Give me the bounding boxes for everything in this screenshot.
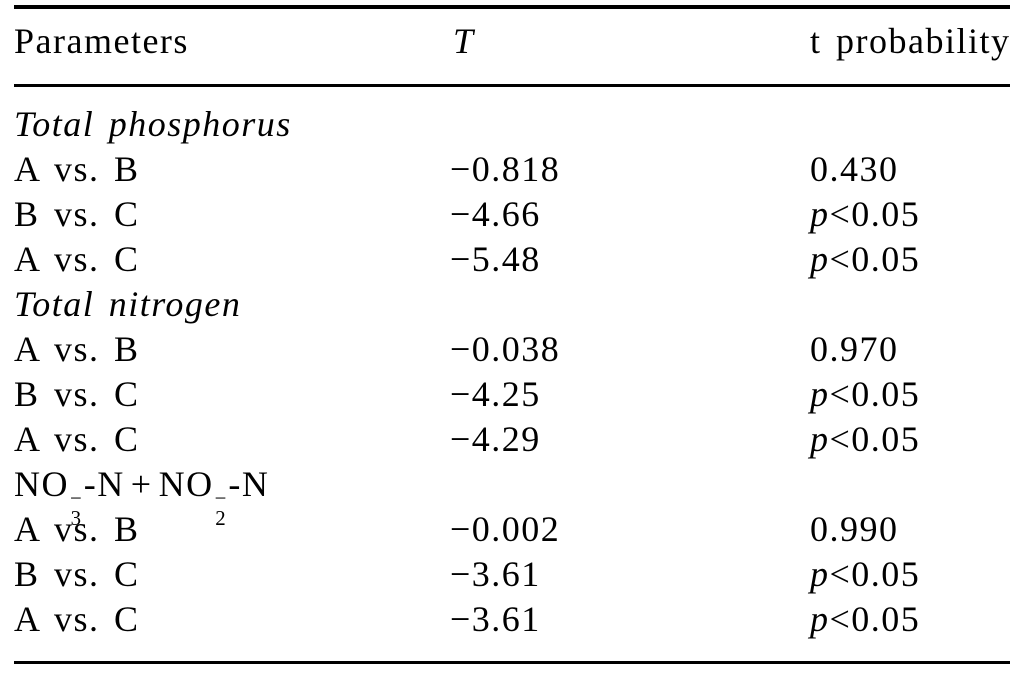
formula-group: -N bbox=[228, 464, 270, 504]
t-value-cell: −4.29 bbox=[450, 419, 541, 459]
table-row: A vs. C −4.29 p<0.05 bbox=[0, 417, 1020, 462]
header-t-probability: t probability bbox=[810, 21, 1011, 61]
probability-cell: p<0.05 bbox=[810, 192, 920, 237]
formula-group: NO bbox=[158, 464, 214, 504]
probability-cell: p<0.05 bbox=[810, 597, 920, 642]
table-header-row: Parameters T t probability bbox=[0, 21, 1020, 61]
param-cell: A vs. B bbox=[14, 509, 140, 549]
param-cell: B vs. C bbox=[14, 554, 140, 594]
param-cell: A vs. B bbox=[14, 329, 140, 369]
probability-cell: p<0.05 bbox=[810, 417, 920, 462]
param-cell: A vs. C bbox=[14, 599, 140, 639]
t-value-cell: −4.66 bbox=[450, 194, 541, 234]
t-value-cell: −3.61 bbox=[450, 554, 541, 594]
header-parameters: Parameters bbox=[14, 21, 189, 61]
t-value-cell: −4.25 bbox=[450, 374, 541, 414]
p-symbol: p bbox=[810, 419, 830, 459]
section-row-chemical: NO −3 -N + NO −2 -N bbox=[0, 462, 1020, 528]
table-row: B vs. C −4.66 p<0.05 bbox=[0, 192, 1020, 237]
probability-cell: p<0.05 bbox=[810, 237, 920, 282]
probability-cell: 0.990 bbox=[810, 507, 899, 552]
p-symbol: p bbox=[810, 194, 830, 234]
superscript-minus: − bbox=[70, 485, 82, 510]
probability-value: <0.05 bbox=[829, 554, 921, 594]
table-top-rule bbox=[14, 5, 1010, 9]
param-cell: A vs. C bbox=[14, 419, 140, 459]
superscript-minus: − bbox=[214, 485, 227, 510]
probability-value: <0.05 bbox=[829, 239, 921, 279]
p-symbol: p bbox=[810, 374, 830, 414]
param-cell: A vs. C bbox=[14, 239, 140, 279]
p-symbol: p bbox=[810, 599, 830, 639]
section-label: Total phosphorus bbox=[14, 104, 292, 144]
section-row: Total nitrogen bbox=[0, 282, 1020, 327]
sup-sub-stack: −3 bbox=[70, 485, 82, 530]
table-body: Total phosphorus A vs. B −0.818 0.430 B … bbox=[0, 102, 1020, 642]
table-row: B vs. C −3.61 p<0.05 bbox=[0, 552, 1020, 597]
probability-value: 0.970 bbox=[810, 329, 899, 369]
section-label: Total nitrogen bbox=[14, 284, 242, 324]
table-row: B vs. C −4.25 p<0.05 bbox=[0, 372, 1020, 417]
probability-cell: 0.970 bbox=[810, 327, 899, 372]
section-row: Total phosphorus bbox=[0, 102, 1020, 147]
table-bottom-rule bbox=[14, 661, 1010, 664]
table-header-rule bbox=[14, 84, 1010, 87]
probability-value: <0.05 bbox=[829, 419, 921, 459]
probability-value: <0.05 bbox=[829, 194, 921, 234]
formula-group: -N bbox=[83, 464, 125, 504]
sup-sub-stack: −2 bbox=[214, 485, 227, 530]
table-row: A vs. B −0.038 0.970 bbox=[0, 327, 1020, 372]
probability-cell: p<0.05 bbox=[810, 372, 920, 417]
p-symbol: p bbox=[810, 239, 830, 279]
t-value-cell: −0.002 bbox=[450, 509, 561, 549]
param-cell: B vs. C bbox=[14, 374, 140, 414]
t-value-cell: −5.48 bbox=[450, 239, 541, 279]
probability-cell: p<0.05 bbox=[810, 552, 920, 597]
header-t-statistic: T bbox=[453, 21, 475, 61]
probability-value: 0.430 bbox=[810, 149, 899, 189]
plus-sign: + bbox=[130, 464, 153, 504]
p-symbol: p bbox=[810, 554, 830, 594]
probability-value: <0.05 bbox=[829, 599, 921, 639]
table-row: A vs. B −0.818 0.430 bbox=[0, 147, 1020, 192]
param-cell: B vs. C bbox=[14, 194, 140, 234]
t-value-cell: −0.818 bbox=[450, 149, 561, 189]
probability-cell: 0.430 bbox=[810, 147, 899, 192]
table-row: A vs. B −0.002 0.990 bbox=[0, 507, 1020, 552]
t-value-cell: −3.61 bbox=[450, 599, 541, 639]
probability-value: <0.05 bbox=[829, 374, 921, 414]
subscript-digit: 2 bbox=[215, 505, 226, 530]
t-value-cell: −0.038 bbox=[450, 329, 561, 369]
subscript-digit: 3 bbox=[70, 505, 82, 530]
table-row: A vs. C −3.61 p<0.05 bbox=[0, 597, 1020, 642]
formula-group: NO bbox=[14, 464, 69, 504]
table-row: A vs. C −5.48 p<0.05 bbox=[0, 237, 1020, 282]
param-cell: A vs. B bbox=[14, 149, 140, 189]
probability-value: 0.990 bbox=[810, 509, 899, 549]
chemical-formula: NO −3 -N + NO −2 -N bbox=[14, 462, 269, 528]
